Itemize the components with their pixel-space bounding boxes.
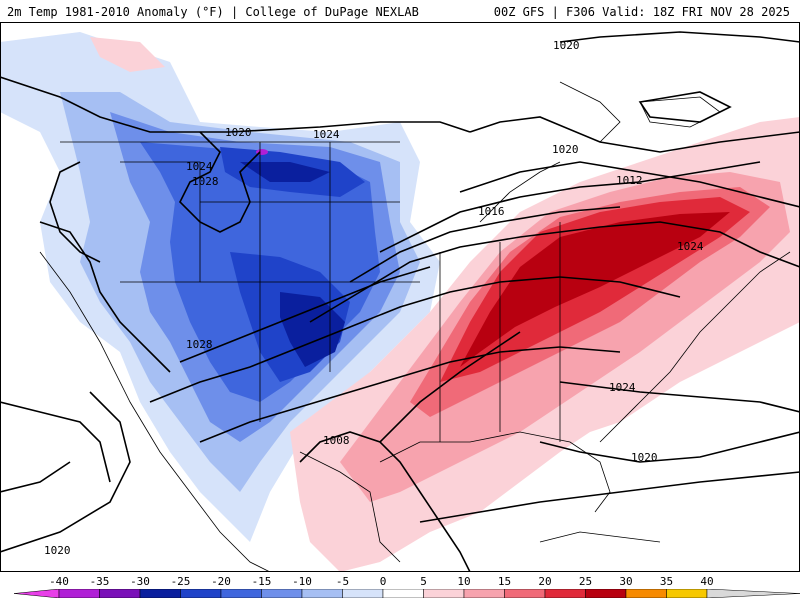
- legend-swatch: [99, 589, 141, 598]
- legend-swatch: [504, 589, 546, 598]
- legend-swatch: [585, 589, 627, 598]
- run-info: 00Z GFS | F306 Valid: 18Z FRI NOV 28 202…: [493, 5, 790, 19]
- legend-tick-label: -15: [251, 575, 272, 588]
- legend-tick-label: 0: [379, 575, 387, 588]
- isobar-label: 1024: [609, 381, 636, 394]
- isobar-label: 1020: [225, 126, 252, 139]
- legend-swatch: [220, 589, 262, 598]
- header: 2m Temp 1981-2010 Anomaly (°F) | College…: [0, 0, 800, 22]
- legend-swatch: [463, 589, 505, 598]
- isobar-label: 1020: [553, 39, 580, 52]
- legend-tick-labels: -40 -35 -30 -25 -20 -15 -10 -5 0 5 10 15 20 25 30 35 40: [14, 575, 800, 588]
- legend-tick-label: 30: [619, 575, 633, 588]
- legend-tick-label: -10: [292, 575, 312, 588]
- legend-tick-label: 40: [700, 575, 714, 588]
- legend-tick-label: 10: [457, 575, 471, 588]
- isobar-label: 1020: [631, 451, 658, 464]
- legend-tick-label: -20: [211, 575, 231, 588]
- legend-swatch: [382, 589, 424, 598]
- isobar-label: 1028: [192, 175, 219, 188]
- legend-tick-label: 5: [420, 575, 427, 588]
- boundaries-layer: [39, 81, 791, 572]
- legend-swatch: [139, 589, 181, 598]
- legend-swatch: [706, 589, 800, 598]
- isobar-label: 1028: [186, 338, 213, 351]
- legend-swatch: [301, 589, 343, 598]
- isobar-labels: 1020 1020 1024 1024 1028 1020 1012 1016 …: [44, 39, 704, 557]
- legend-swatch: [423, 589, 465, 598]
- isobars-layer: [0, 31, 800, 572]
- isobar-label: 1024: [313, 128, 340, 141]
- legend-swatch: [625, 589, 667, 598]
- legend-swatch: [666, 589, 708, 598]
- isobar-label: 1020: [44, 544, 71, 557]
- map-title: 2m Temp 1981-2010 Anomaly (°F) | College…: [7, 5, 419, 19]
- legend-tick-label: 25: [578, 575, 593, 588]
- legend-color-bar: [14, 589, 800, 598]
- isobar-label: 1012: [616, 174, 643, 187]
- legend-swatch: [544, 589, 586, 598]
- isobar-label: 1024: [677, 240, 704, 253]
- legend-tick-label: -25: [170, 575, 191, 588]
- map-panel: 1020 1020 1024 1024 1028 1020 1012 1016 …: [0, 22, 800, 572]
- isobar-label: 1020: [552, 143, 579, 156]
- isobar-label: 1024: [186, 160, 213, 173]
- legend-swatch: [58, 589, 100, 598]
- legend-swatch: [261, 589, 303, 598]
- legend-tick-label: 20: [538, 575, 552, 588]
- isobar-label: 1008: [323, 434, 350, 447]
- legend-tick-label: -35: [89, 575, 110, 588]
- anomaly-map: 1020 1020 1024 1024 1028 1020 1012 1016 …: [0, 22, 800, 572]
- isobar-label: 1016: [478, 205, 505, 218]
- legend-tick-label: 15: [497, 575, 512, 588]
- legend-tick-label: -5: [335, 575, 350, 588]
- legend-tick-label: -40: [49, 575, 69, 588]
- legend-swatch: [180, 589, 222, 598]
- legend-swatch: [342, 589, 384, 598]
- color-legend: -40 -35 -30 -25 -20 -15 -10 -5 0 5 10 15 20 25 30 35 40: [14, 572, 800, 600]
- legend-tick-label: -30: [130, 575, 150, 588]
- legend-tick-label: 35: [659, 575, 674, 588]
- legend-swatch: [14, 589, 60, 598]
